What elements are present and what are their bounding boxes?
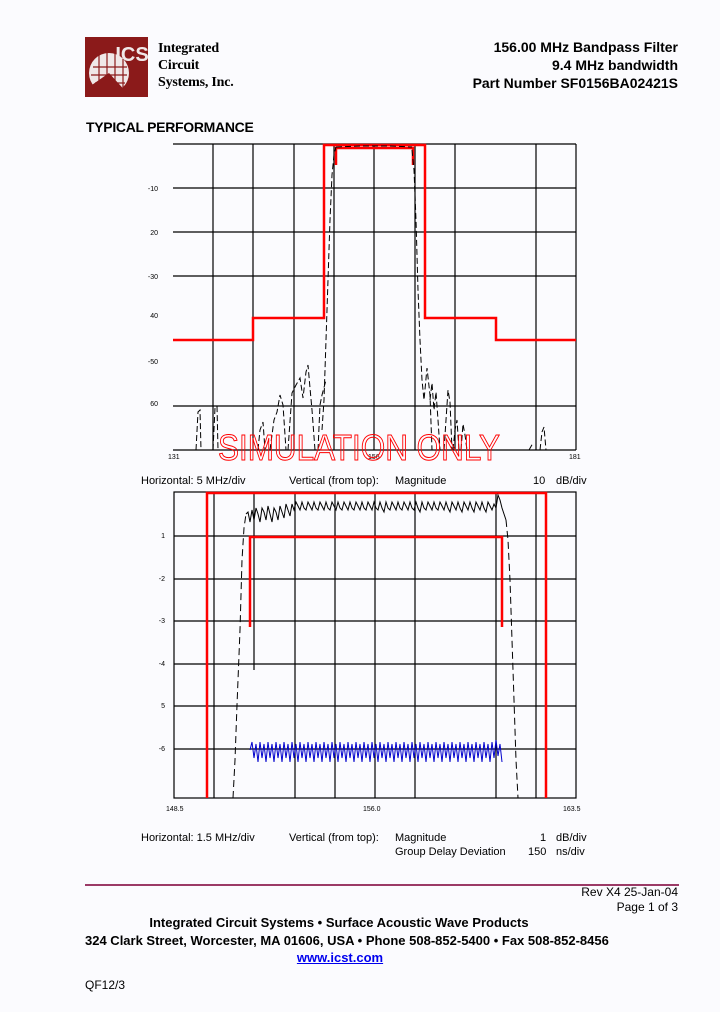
chart2-scale-unit: ns/div bbox=[556, 846, 585, 858]
chart1-scale-value: 10 bbox=[533, 475, 546, 487]
product-bandwidth: 9.4 MHz bandwidth bbox=[552, 57, 678, 73]
product-title: 156.00 MHz Bandpass Filter 9.4 MHz bandw… bbox=[473, 38, 678, 92]
chart2-trace-name: Magnitude bbox=[395, 832, 447, 844]
footer-divider bbox=[85, 884, 679, 886]
company-name-line: Systems, Inc. bbox=[158, 75, 234, 90]
chart1-x-label-right: 181 bbox=[569, 454, 581, 461]
chart1-vertical-label: Vertical (from top): bbox=[289, 475, 379, 487]
company-name: Integrated Circuit Systems, Inc. bbox=[158, 40, 234, 91]
page-number: Page 1 of 3 bbox=[616, 900, 678, 914]
chart1-y-label: -50 bbox=[148, 359, 158, 366]
chart1-y-label: 40 bbox=[150, 313, 158, 320]
chart2-y-label: -6 bbox=[159, 746, 165, 753]
simulation-watermark: SIMULATION ONLY bbox=[218, 427, 500, 468]
chart2-trace-name: Group Delay Deviation bbox=[395, 846, 506, 858]
chart1-mask bbox=[173, 143, 576, 342]
company-name-line: Integrated bbox=[158, 41, 219, 56]
footer-website-link[interactable]: www.icst.com bbox=[296, 950, 384, 965]
section-title: TYPICAL PERFORMANCE bbox=[86, 119, 254, 135]
chart1-trace-name: Magnitude bbox=[395, 475, 447, 487]
chart2-x-label-center: 156.0 bbox=[363, 806, 381, 813]
footer-address-line: 324 Clark Street, Worcester, MA 01606, U… bbox=[85, 933, 609, 948]
chart2-scale-unit: dB/div bbox=[556, 832, 587, 844]
chart1-x-label-center: 156 bbox=[368, 454, 380, 461]
chart2-mask bbox=[205, 491, 548, 798]
chart1-y-label: -30 bbox=[148, 274, 158, 281]
part-number: Part Number SF0156BA02421S bbox=[472, 75, 678, 91]
chart2-horizontal-scale: Horizontal: 1.5 MHz/div bbox=[141, 832, 255, 844]
chart1-y-label: 60 bbox=[150, 401, 158, 408]
passband-chart: 1 -2 -3 -4 5 -6 148.5 156.0 163.5 bbox=[159, 491, 581, 813]
chart1-scale-unit: dB/div bbox=[556, 475, 587, 487]
chart2-x-label-right: 163.5 bbox=[563, 806, 581, 813]
revision-date: Rev X4 25-Jan-04 bbox=[581, 885, 678, 899]
chart2-y-label: -2 bbox=[159, 576, 165, 583]
company-name-line: Circuit bbox=[158, 58, 200, 73]
chart2-y-label: -4 bbox=[159, 661, 165, 668]
chart2-group-delay-trace bbox=[249, 739, 503, 763]
chart1-grid bbox=[173, 143, 577, 451]
chart2-y-label: -3 bbox=[159, 618, 165, 625]
chart2-y-label: 5 bbox=[161, 703, 165, 710]
chart1-magnitude-trace bbox=[195, 145, 547, 451]
chart1-y-label: -10 bbox=[148, 186, 158, 193]
chart2-magnitude-trace bbox=[232, 493, 519, 799]
chart2-y-label: 1 bbox=[161, 533, 165, 540]
revision-info: Rev X4 25-Jan-04 Page 1 of 3 bbox=[581, 885, 678, 915]
chart1-horizontal-scale: Horizontal: 5 MHz/div bbox=[141, 475, 246, 487]
chart2-vertical-label: Vertical (from top): bbox=[289, 832, 379, 844]
ics-logo: ICS bbox=[85, 37, 149, 97]
product-title-line: 156.00 MHz Bandpass Filter bbox=[493, 39, 678, 55]
chart1-x-label-left: 131 bbox=[168, 454, 180, 461]
chart2-x-label-left: 148.5 bbox=[166, 806, 184, 813]
chart1-y-label: 20 bbox=[150, 230, 158, 237]
chart2-scale-value: 1 bbox=[540, 832, 547, 844]
footer-company-line: Integrated Circuit Systems • Surface Aco… bbox=[149, 915, 529, 930]
document-code: QF12/3 bbox=[85, 978, 126, 992]
wideband-chart: -10 20 -30 40 -50 60 131 156 181 SIMULAT… bbox=[148, 143, 581, 469]
chart2-scale-value: 150 bbox=[528, 846, 547, 858]
svg-text:ICS: ICS bbox=[115, 44, 148, 66]
ics-logo-icon: ICS bbox=[85, 37, 149, 97]
